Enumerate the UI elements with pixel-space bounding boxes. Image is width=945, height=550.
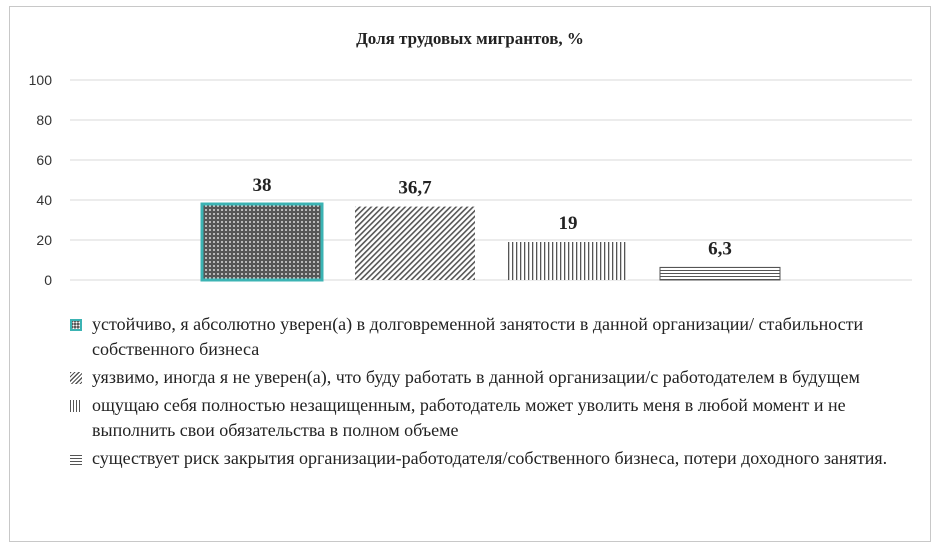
bar-unprotected (508, 242, 628, 280)
legend-item-unprotected: ощущаю себя полностью незащищенным, рабо… (70, 393, 920, 443)
legend-swatch-vertical (70, 400, 82, 412)
legend-label: уязвимо, иногда я не уверен(а), что буду… (92, 367, 860, 387)
bar-stable (200, 202, 324, 282)
y-tick-label: 80 (36, 112, 52, 128)
bar-chart: 0 20 40 60 80 100 38 36,7 19 6,3 (29, 72, 912, 288)
y-tick-label: 40 (36, 192, 52, 208)
legend-label: существует риск закрытия организации-раб… (92, 448, 888, 468)
chart-title: Доля трудовых мигрантов, % (356, 29, 584, 48)
legend-label: устойчиво, я абсолютно уверен(а) в долго… (92, 314, 864, 359)
bar-closure-risk (659, 266, 781, 281)
data-label: 19 (559, 213, 578, 234)
y-tick-label: 0 (44, 272, 52, 288)
chart-legend: устойчиво, я абсолютно уверен(а) в долго… (70, 312, 920, 474)
legend-label: ощущаю себя полностью незащищенным, рабо… (92, 395, 846, 440)
legend-item-closure-risk: существует риск закрытия организации-раб… (70, 446, 920, 471)
data-label: 36,7 (398, 178, 432, 199)
bar-vulnerable (355, 206, 475, 280)
legend-swatch-diagonal (70, 372, 82, 384)
y-tick-label: 60 (36, 152, 52, 168)
legend-item-vulnerable: уязвимо, иногда я не уверен(а), что буду… (70, 365, 920, 390)
legend-item-stable: устойчиво, я абсолютно уверен(а) в долго… (70, 312, 920, 362)
data-label: 6,3 (708, 238, 732, 259)
y-tick-label: 100 (29, 72, 53, 88)
data-label: 38 (253, 175, 272, 196)
y-tick-label: 20 (36, 232, 52, 248)
legend-swatch-dots (70, 319, 82, 331)
legend-swatch-horizontal (70, 453, 82, 465)
